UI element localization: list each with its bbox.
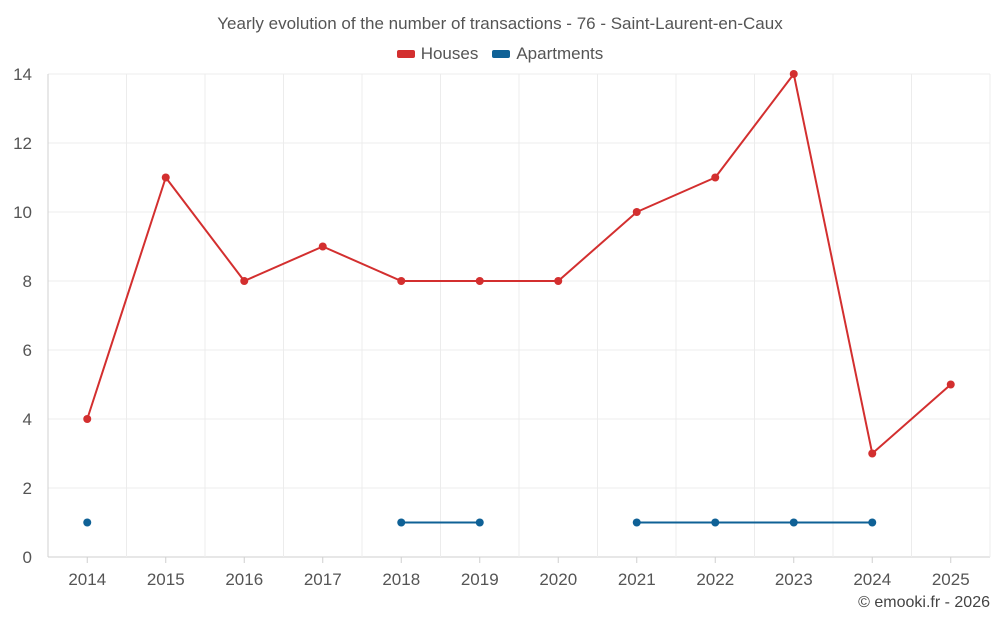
legend-item-houses[interactable]: Houses [396,44,479,64]
y-tick-label: 10 [13,203,32,222]
x-tick-label: 2022 [696,570,734,589]
y-tick-label: 8 [23,272,32,291]
x-tick-label: 2014 [68,570,106,589]
data-point-apartments [83,518,92,527]
data-point-houses [632,208,641,216]
data-point-houses [711,173,720,182]
data-point-houses [946,380,955,389]
data-point-houses [554,277,563,285]
x-tick-label: 2016 [225,570,263,589]
x-tick-label: 2025 [932,570,970,589]
y-tick-label: 4 [23,410,32,429]
series-apartments [83,518,877,527]
data-point-apartments [632,518,641,527]
y-tick-label: 2 [23,479,32,498]
legend: Houses Apartments [0,44,1000,64]
y-tick-label: 12 [13,134,32,153]
data-point-houses [83,415,92,423]
legend-swatch-houses [396,50,415,58]
chart-title: Yearly evolution of the number of transa… [217,14,783,33]
data-point-houses [161,173,170,182]
legend-item-apartments[interactable]: Apartments [492,44,603,64]
x-tick-label: 2023 [775,570,813,589]
data-point-apartments [789,518,798,527]
legend-swatch-apartments [492,50,511,58]
x-tick-label: 2024 [853,570,891,589]
grid [47,73,991,558]
x-tick-label: 2020 [539,570,577,589]
series-line-houses [86,73,952,455]
y-tick-label: 6 [23,341,32,360]
x-tick-label: 2019 [461,570,499,589]
legend-label-houses: Houses [420,44,479,63]
data-point-apartments [711,518,720,527]
data-point-houses [397,277,406,285]
x-tick-label: 2015 [147,570,185,589]
y-tick-label: 0 [23,548,32,567]
credit-text: © emooki.fr - 2026 [858,594,990,611]
data-point-houses [789,70,798,78]
legend-label-apartments: Apartments [516,44,604,63]
data-point-apartments [475,518,484,527]
data-point-houses [868,449,877,458]
x-tick-label: 2018 [382,570,420,589]
data-point-apartments [397,518,406,527]
data-point-houses [475,277,484,285]
data-point-apartments [868,518,877,527]
data-point-houses [240,277,249,285]
series-layer [83,70,955,527]
x-tick-label: 2021 [618,570,656,589]
data-point-houses [318,242,327,251]
x-tick-label: 2017 [304,570,342,589]
y-tick-label: 14 [13,65,32,84]
series-houses [83,70,955,458]
axes: 0 2 4 6 8 10 12 14 2014 2015 2016 2017 2018 2019 2020 2… [13,65,970,589]
